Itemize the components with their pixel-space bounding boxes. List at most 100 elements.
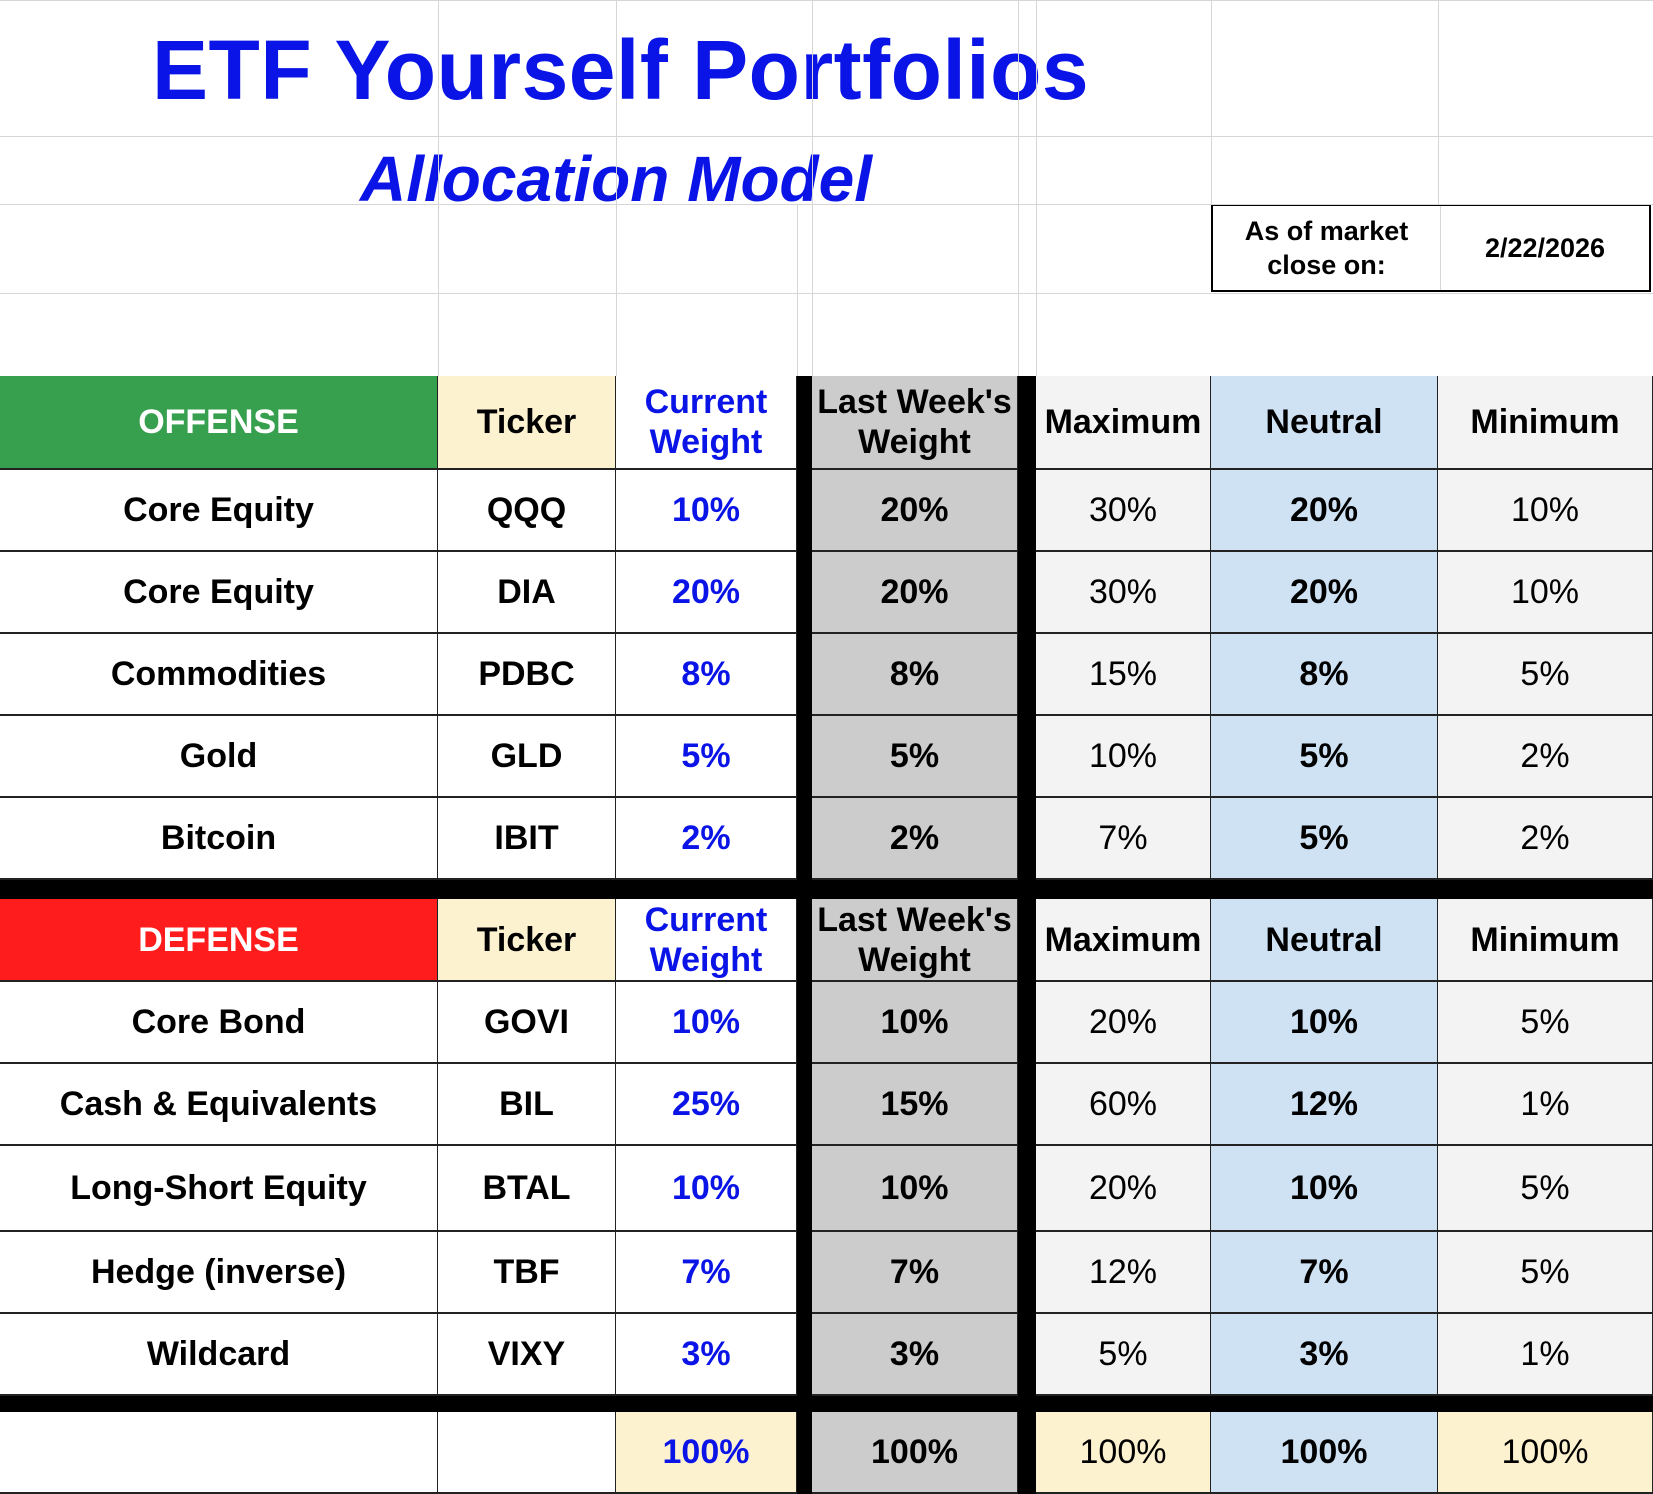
total-current[interactable]: 100% [616,1412,797,1494]
gridline [438,0,439,376]
totals-blank-ticker[interactable] [438,1412,616,1494]
defense-row-3-category[interactable]: Hedge (inverse) [0,1232,438,1314]
offense-defense-divider [0,880,1653,899]
offense-row-0-ticker[interactable]: QQQ [438,470,616,552]
gridline [1036,0,1037,376]
offense-header-neu[interactable]: Neutral [1211,376,1438,470]
total-maximum[interactable]: 100% [1036,1412,1211,1494]
total-last-week[interactable]: 100% [812,1412,1018,1494]
defense-row-0-last-week[interactable]: 10% [812,982,1018,1064]
as-of-label[interactable]: As of market close on: [1213,206,1441,290]
defense-row-4-current[interactable]: 3% [616,1314,797,1396]
defense-header-last[interactable]: Last Week's Weight [812,899,1018,982]
defense-row-3-neutral[interactable]: 7% [1211,1232,1438,1314]
offense-row-4-minimum[interactable]: 2% [1438,798,1653,880]
defense-row-3-minimum[interactable]: 5% [1438,1232,1653,1314]
defense-row-3-ticker[interactable]: TBF [438,1232,616,1314]
offense-row-0-last-week[interactable]: 20% [812,470,1018,552]
defense-row-2-last-week[interactable]: 10% [812,1146,1018,1232]
offense-row-1-maximum[interactable]: 30% [1036,552,1211,634]
offense-row-1-ticker[interactable]: DIA [438,552,616,634]
defense-row-1-ticker[interactable]: BIL [438,1064,616,1146]
defense-row-1-category[interactable]: Cash & Equivalents [0,1064,438,1146]
offense-header-cat[interactable]: OFFENSE [0,376,438,470]
offense-row-2-minimum[interactable]: 5% [1438,634,1653,716]
defense-header-cur[interactable]: Current Weight [616,899,797,982]
defense-row-3-current[interactable]: 7% [616,1232,797,1314]
defense-header-max[interactable]: Maximum [1036,899,1211,982]
defense-header-cat[interactable]: DEFENSE [0,899,438,982]
offense-header-max[interactable]: Maximum [1036,376,1211,470]
defense-row-0-neutral[interactable]: 10% [1211,982,1438,1064]
offense-row-2-last-week[interactable]: 8% [812,634,1018,716]
offense-row-0-minimum[interactable]: 10% [1438,470,1653,552]
defense-row-4-category[interactable]: Wildcard [0,1314,438,1396]
offense-row-1-minimum[interactable]: 10% [1438,552,1653,634]
offense-row-1-category[interactable]: Core Equity [0,552,438,634]
offense-row-4-neutral[interactable]: 5% [1211,798,1438,880]
defense-row-0-maximum[interactable]: 20% [1036,982,1211,1064]
defense-row-3-maximum[interactable]: 12% [1036,1232,1211,1314]
defense-row-1-last-week[interactable]: 15% [812,1064,1018,1146]
total-neutral[interactable]: 100% [1211,1412,1438,1494]
defense-row-1-maximum[interactable]: 60% [1036,1064,1211,1146]
offense-header-min[interactable]: Minimum [1438,376,1653,470]
as-of-date[interactable]: 2/22/2026 [1484,232,1606,263]
defense-row-0-minimum[interactable]: 5% [1438,982,1653,1064]
offense-row-0-category[interactable]: Core Equity [0,470,438,552]
offense-row-1-last-week[interactable]: 20% [812,552,1018,634]
defense-row-2-neutral[interactable]: 10% [1211,1146,1438,1232]
defense-row-4-last-week[interactable]: 3% [812,1314,1018,1396]
defense-header-tick[interactable]: Ticker [438,899,616,982]
offense-header-tick[interactable]: Ticker [438,376,616,470]
defense-row-0-current[interactable]: 10% [616,982,797,1064]
offense-row-3-ticker[interactable]: GLD [438,716,616,798]
offense-row-4-category[interactable]: Bitcoin [0,798,438,880]
defense-row-4-neutral[interactable]: 3% [1211,1314,1438,1396]
offense-row-2-neutral[interactable]: 8% [1211,634,1438,716]
offense-row-2-category[interactable]: Commodities [0,634,438,716]
offense-row-3-neutral[interactable]: 5% [1211,716,1438,798]
offense-row-2-maximum[interactable]: 15% [1036,634,1211,716]
offense-row-0-current[interactable]: 10% [616,470,797,552]
offense-row-3-maximum[interactable]: 10% [1036,716,1211,798]
defense-row-2-maximum[interactable]: 20% [1036,1146,1211,1232]
offense-header-last[interactable]: Last Week's Weight [812,376,1018,470]
defense-header-min[interactable]: Minimum [1438,899,1653,982]
defense-row-2-category[interactable]: Long-Short Equity [0,1146,438,1232]
offense-header-cur[interactable]: Current Weight [616,376,797,470]
offense-row-4-maximum[interactable]: 7% [1036,798,1211,880]
defense-row-2-current[interactable]: 10% [616,1146,797,1232]
defense-header-neu[interactable]: Neutral [1211,899,1438,982]
offense-row-2-current[interactable]: 8% [616,634,797,716]
defense-row-1-neutral[interactable]: 12% [1211,1064,1438,1146]
defense-row-1-current[interactable]: 25% [616,1064,797,1146]
total-minimum[interactable]: 100% [1438,1412,1653,1494]
defense-row-0-ticker[interactable]: GOVI [438,982,616,1064]
offense-row-3-last-week[interactable]: 5% [812,716,1018,798]
offense-row-0-neutral[interactable]: 20% [1211,470,1438,552]
offense-row-3-minimum[interactable]: 2% [1438,716,1653,798]
defense-row-2-ticker[interactable]: BTAL [438,1146,616,1232]
offense-row-0-maximum[interactable]: 30% [1036,470,1211,552]
offense-row-2-ticker[interactable]: PDBC [438,634,616,716]
offense-row-1-current[interactable]: 20% [616,552,797,634]
offense-row-3-category[interactable]: Gold [0,716,438,798]
offense-row-1-neutral[interactable]: 20% [1211,552,1438,634]
defense-row-4-ticker[interactable]: VIXY [438,1314,616,1396]
gridline [0,293,1653,294]
gridline [1438,0,1439,204]
defense-row-0-category[interactable]: Core Bond [0,982,438,1064]
offense-row-4-ticker[interactable]: IBIT [438,798,616,880]
offense-row-3-current[interactable]: 5% [616,716,797,798]
defense-row-2-minimum[interactable]: 5% [1438,1146,1653,1232]
defense-row-3-last-week[interactable]: 7% [812,1232,1018,1314]
defense-row-4-maximum[interactable]: 5% [1036,1314,1211,1396]
offense-row-4-last-week[interactable]: 2% [812,798,1018,880]
defense-row-1-minimum[interactable]: 1% [1438,1064,1653,1146]
offense-row-4-current[interactable]: 2% [616,798,797,880]
last-week-left-border [797,376,812,1494]
defense-row-4-minimum[interactable]: 1% [1438,1314,1653,1396]
totals-blank-category[interactable] [0,1412,438,1494]
